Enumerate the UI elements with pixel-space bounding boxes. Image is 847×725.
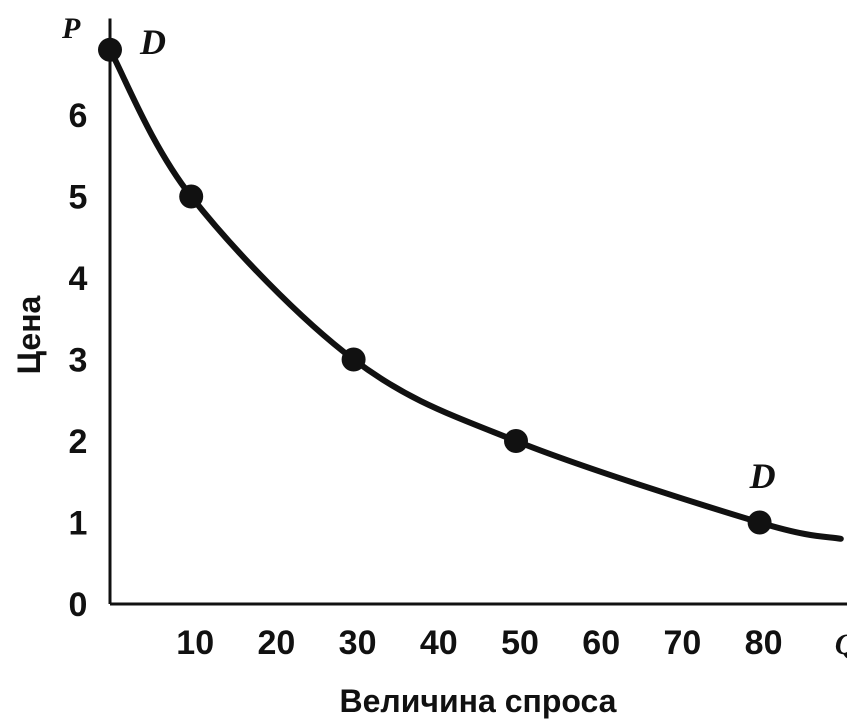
data-point: [747, 510, 772, 535]
data-points: [98, 37, 772, 535]
y-tick-label: 2: [69, 423, 88, 461]
data-point: [179, 184, 204, 209]
y-tick-label: 3: [69, 342, 88, 380]
x-tick-label: 20: [257, 624, 295, 662]
curve-label-top: D: [139, 22, 166, 62]
x-tick-label: 80: [745, 624, 783, 662]
x-axis-title: Величина спроса: [340, 683, 617, 719]
x-tick-label: 50: [501, 624, 539, 662]
y-tick-labels: 0 1 2 3 4 5 6: [69, 97, 88, 624]
y-tick-label: 4: [69, 260, 88, 298]
y-axis-title: Цена: [11, 295, 47, 374]
y-tick-label: 6: [69, 97, 88, 135]
x-tick-label: 10: [176, 624, 214, 662]
data-point: [341, 347, 366, 372]
y-tick-label: 1: [69, 505, 88, 543]
x-tick-label: 70: [663, 624, 701, 662]
x-axis-symbol: Q: [835, 628, 847, 661]
x-tick-label: 30: [339, 624, 377, 662]
y-tick-label: 5: [69, 179, 88, 217]
axes: [108, 18, 847, 606]
x-tick-label: 40: [420, 624, 458, 662]
data-point: [98, 37, 122, 62]
y-axis-symbol: P: [61, 12, 81, 45]
data-point: [504, 429, 528, 453]
y-tick-label: 0: [69, 586, 88, 624]
x-tick-label: 60: [582, 624, 620, 662]
demand-curve: [107, 46, 844, 542]
curve-label-bottom: D: [749, 456, 776, 496]
x-tick-labels: 10 20 30 40 50 60 70 80: [176, 624, 782, 662]
